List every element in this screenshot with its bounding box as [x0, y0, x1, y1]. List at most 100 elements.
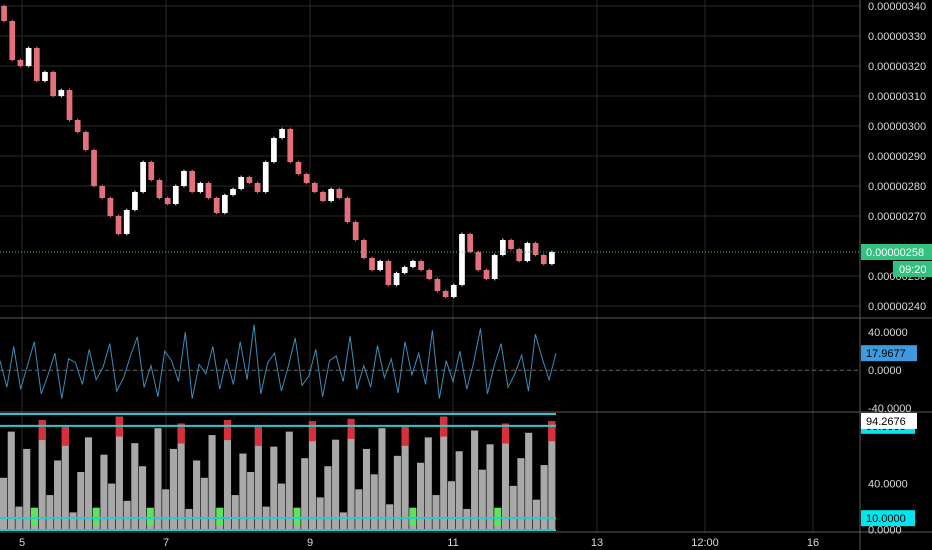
stochastic-bar: [131, 443, 139, 530]
stochastic-overbought-mark: [254, 425, 262, 446]
candle-body: [516, 249, 523, 261]
stochastic-bar: [92, 523, 100, 530]
candle-body: [328, 189, 335, 201]
price-tick-label: 0.00000340: [868, 1, 926, 13]
candle-body: [74, 120, 81, 132]
candle-body: [434, 279, 441, 291]
candle-body: [467, 234, 474, 252]
stochastic-bar: [362, 448, 371, 530]
price-panel[interactable]: [0, 4, 860, 299]
candle-body: [33, 48, 40, 81]
candle-body: [426, 270, 433, 279]
stochastic-oversold-mark: [30, 507, 38, 526]
stochastic-overbought-mark: [401, 425, 409, 446]
candle-body: [172, 186, 179, 204]
stochastic-bar: [324, 466, 332, 530]
candle-body: [491, 255, 498, 279]
stochastic-bar: [339, 512, 347, 530]
oscillator-panel[interactable]: [0, 324, 557, 399]
stochastic-bar: [308, 421, 316, 530]
stochastic-bar: [23, 448, 31, 530]
stochastic-bar: [525, 432, 533, 530]
stochastic-bar: [239, 453, 247, 530]
stochastic-bar: [417, 462, 425, 530]
candle-body: [230, 189, 236, 195]
x-tick-label: 5: [19, 537, 25, 549]
current-price-badge: [861, 244, 932, 260]
candle-body: [459, 234, 465, 285]
stochastic-bar: [355, 489, 363, 530]
stochastic-bar: [471, 430, 479, 530]
x-tick-label: 9: [307, 537, 313, 549]
stochastic-bar: [77, 472, 85, 530]
price-tick-label: 0.00000330: [868, 31, 926, 43]
stochastic-bar: [432, 495, 440, 530]
stochastic-oversold-mark: [146, 507, 154, 526]
candle-body: [442, 291, 449, 297]
candle-body: [9, 21, 16, 60]
candle-body: [107, 198, 114, 216]
candle-body: [508, 240, 514, 249]
stochastic-bar: [440, 416, 448, 530]
stochastic-bar: [278, 483, 286, 530]
value-badges: 0.0000025809:2017.967790.000010.000094.2…: [861, 244, 932, 527]
countdown-label: 09:20: [899, 264, 927, 276]
candle-body: [66, 90, 73, 120]
candle-body: [369, 258, 375, 270]
candle-body: [499, 240, 506, 255]
stochastic-overbought-mark: [501, 423, 510, 444]
stochastic-oversold-mark: [216, 507, 224, 526]
price-tick-label: 0.00000270: [868, 211, 926, 223]
stochastic-value-badge: [861, 412, 917, 429]
stochastic-bar: [424, 437, 432, 530]
stochastic-bar: [532, 499, 540, 530]
candle-body: [213, 198, 220, 213]
candle-body: [393, 273, 400, 285]
x-tick-label: 13: [591, 537, 603, 549]
stochastic-bar: [247, 472, 255, 530]
candle-body: [344, 198, 351, 222]
stochastic-bar: [509, 485, 517, 530]
stochastic-bar: [69, 512, 77, 530]
stochastic-tick-label: 40.0000: [868, 479, 908, 491]
stochastic-bar: [316, 497, 324, 530]
stochastic-bar: [54, 460, 62, 530]
candle-body: [17, 60, 24, 66]
stochastic-tick-label: 0.0000: [868, 525, 902, 537]
stochastic-panel[interactable]: [0, 413, 556, 531]
stochastic-bar: [177, 423, 185, 530]
stochastic-bar: [123, 500, 131, 530]
candle-body: [320, 192, 326, 201]
candle-body: [50, 72, 57, 96]
candle-body: [385, 261, 392, 285]
stochastic-bar: [386, 504, 394, 530]
stochastic-oversold-mark: [293, 507, 301, 526]
oscillator-tick-label: 40.0000: [868, 327, 908, 339]
candle-body: [58, 90, 65, 96]
stochastic-bar: [7, 431, 15, 530]
oscillator-line: [0, 324, 557, 399]
x-tick-label: 7: [163, 537, 169, 549]
candle-body: [254, 183, 261, 192]
stochastic-overbought-mark: [308, 421, 316, 442]
candle-body: [115, 216, 122, 234]
candle-body: [532, 243, 539, 255]
candle-body: [156, 180, 163, 198]
stochastic-bar: [486, 444, 494, 530]
candle-body: [311, 183, 318, 192]
candle-body: [524, 243, 531, 261]
stochastic-bar: [185, 508, 193, 530]
candle-body: [262, 162, 269, 192]
candle-body: [295, 162, 302, 174]
stochastic-bar: [370, 474, 378, 530]
candle-body: [279, 129, 285, 138]
stochastic-bar: [115, 416, 123, 530]
price-tick-label: 0.00000300: [868, 121, 926, 133]
stochastic-bar: [455, 451, 463, 530]
oscillator-tick-label: 0.0000: [868, 365, 902, 377]
candle-body: [42, 72, 48, 81]
stochastic-oversold-mark: [494, 507, 502, 526]
stochastic-bar: [169, 448, 177, 530]
candle-body: [246, 177, 253, 183]
